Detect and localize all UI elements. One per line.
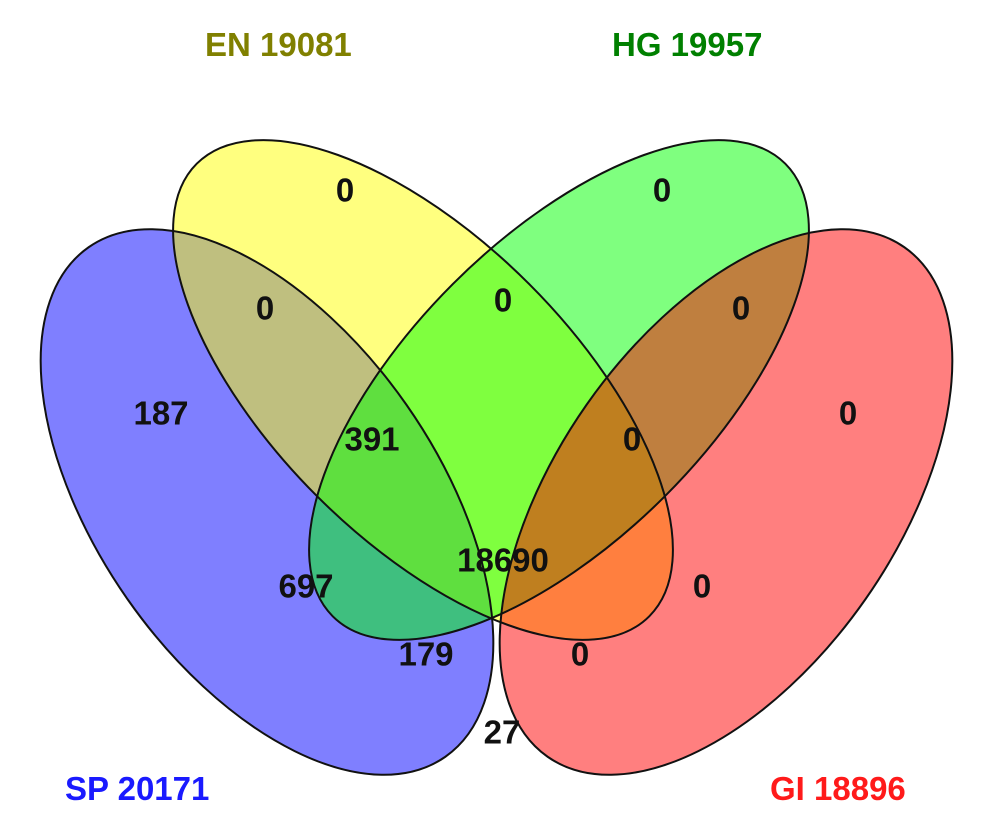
count-en-gi: 0 — [693, 568, 711, 605]
count-sp-hg: 697 — [278, 568, 333, 605]
set-label-en: EN 19081 — [205, 26, 352, 63]
set-fills — [40, 140, 953, 775]
region-counts: 0 0 0 0 0 187 391 0 0 18690 697 0 179 0 … — [133, 172, 857, 751]
set-label-sp: SP 20171 — [65, 770, 209, 807]
count-en-only: 0 — [336, 172, 354, 209]
ellipse-hg-outline — [308, 139, 810, 641]
count-sp-gi: 27 — [484, 714, 521, 751]
ellipse-hg — [309, 140, 809, 640]
count-all-four: 18690 — [457, 542, 549, 579]
ellipse-gi-outline — [498, 228, 954, 776]
count-hg-only: 0 — [653, 172, 671, 209]
ellipse-sp-outline — [39, 228, 495, 776]
count-sp-hg-gi: 179 — [398, 636, 453, 673]
count-en-hg-gi: 0 — [623, 421, 641, 458]
count-sp-only: 187 — [133, 395, 188, 432]
set-label-gi: GI 18896 — [770, 770, 906, 807]
count-sp-en-gi: 0 — [571, 636, 589, 673]
set-labels: EN 19081 HG 19957 SP 20171 GI 18896 — [65, 26, 906, 807]
ellipse-gi — [499, 229, 953, 775]
count-gi-only: 0 — [839, 395, 857, 432]
set-label-hg: HG 19957 — [612, 26, 762, 63]
count-hg-gi: 0 — [732, 290, 750, 327]
count-en-hg: 0 — [494, 282, 512, 319]
count-sp-en-hg: 391 — [344, 421, 399, 458]
count-sp-en: 0 — [256, 290, 274, 327]
set-outlines — [39, 139, 954, 776]
